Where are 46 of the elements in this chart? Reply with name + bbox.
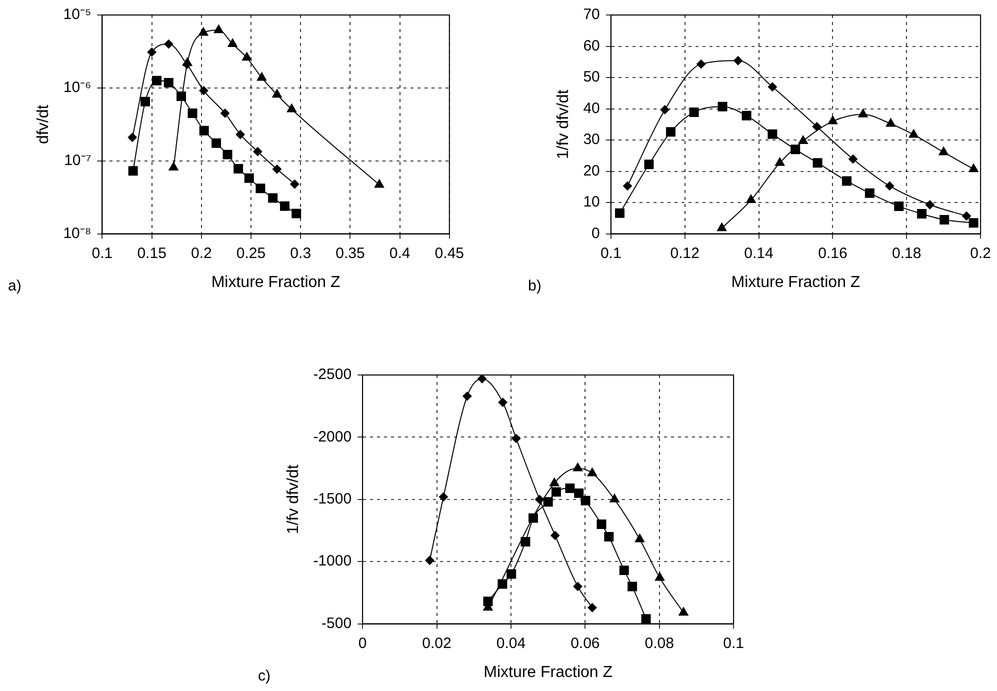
x-tick-label: 0.15 (137, 244, 166, 262)
x-axis-title: Mixture Fraction Z (484, 664, 613, 681)
x-tick-label: 0.1 (92, 244, 113, 262)
y-tick-label: -1000 (313, 552, 352, 570)
y-tick-label: 10 (583, 194, 600, 211)
y-tick-label: 10⁻⁷ (64, 152, 92, 170)
x-tick-label: 0.2 (190, 244, 212, 262)
x-axis-title: Mixture Fraction Z (211, 274, 340, 291)
x-tick-label: 0.35 (336, 244, 365, 262)
y-tick-label: 10⁻⁶ (63, 79, 92, 96)
y-axis-title: 1/fv dfv/dt (285, 464, 302, 534)
text: b) (528, 278, 542, 295)
y-tick-label: 10⁻⁵ (63, 6, 92, 24)
x-axis-title: Mixture Fraction Z (731, 274, 860, 291)
y-tick-label: -1500 (313, 490, 352, 508)
x-tick-label: 0.1 (723, 634, 744, 652)
y-tick-label: -2500 (313, 366, 352, 384)
x-tick-label: 0.18 (892, 244, 922, 262)
x-tick-label: 0.06 (570, 634, 600, 652)
x-tick-label: 0.04 (496, 634, 526, 652)
y-axis-title: 1/fv dfv/dt (555, 89, 572, 160)
x-tick-label: 0.4 (389, 244, 410, 262)
x-tick-label: 0.16 (818, 244, 848, 262)
x-tick-label: 0.02 (422, 634, 452, 652)
y-axis-title: dfv/dt (35, 104, 52, 144)
x-tick-label: 0.2 (970, 244, 992, 262)
x-tick-label: 0.14 (744, 244, 774, 262)
y-tick-label: -500 (322, 614, 352, 632)
text: c) (258, 668, 270, 685)
y-tick-label: 10⁻⁸ (63, 224, 92, 242)
x-tick-label: 0.12 (670, 244, 700, 262)
x-tick-label: 0.45 (434, 244, 464, 262)
x-tick-label: 0.3 (290, 244, 312, 262)
y-tick-label: 0 (592, 224, 600, 242)
y-tick-label: -2000 (313, 428, 352, 446)
text: a) (8, 278, 22, 295)
y-tick-label: 20 (583, 162, 600, 180)
x-tick-label: 0.1 (600, 244, 622, 262)
y-tick-label: 60 (583, 37, 600, 54)
y-tick-label: 70 (583, 6, 600, 24)
y-tick-label: 30 (583, 131, 600, 148)
y-tick-label: 50 (583, 68, 600, 86)
x-tick-label: 0.08 (644, 634, 674, 652)
x-tick-label: 0.25 (236, 244, 266, 262)
y-tick-label: 40 (583, 100, 600, 117)
x-tick-label: 0 (358, 634, 367, 652)
